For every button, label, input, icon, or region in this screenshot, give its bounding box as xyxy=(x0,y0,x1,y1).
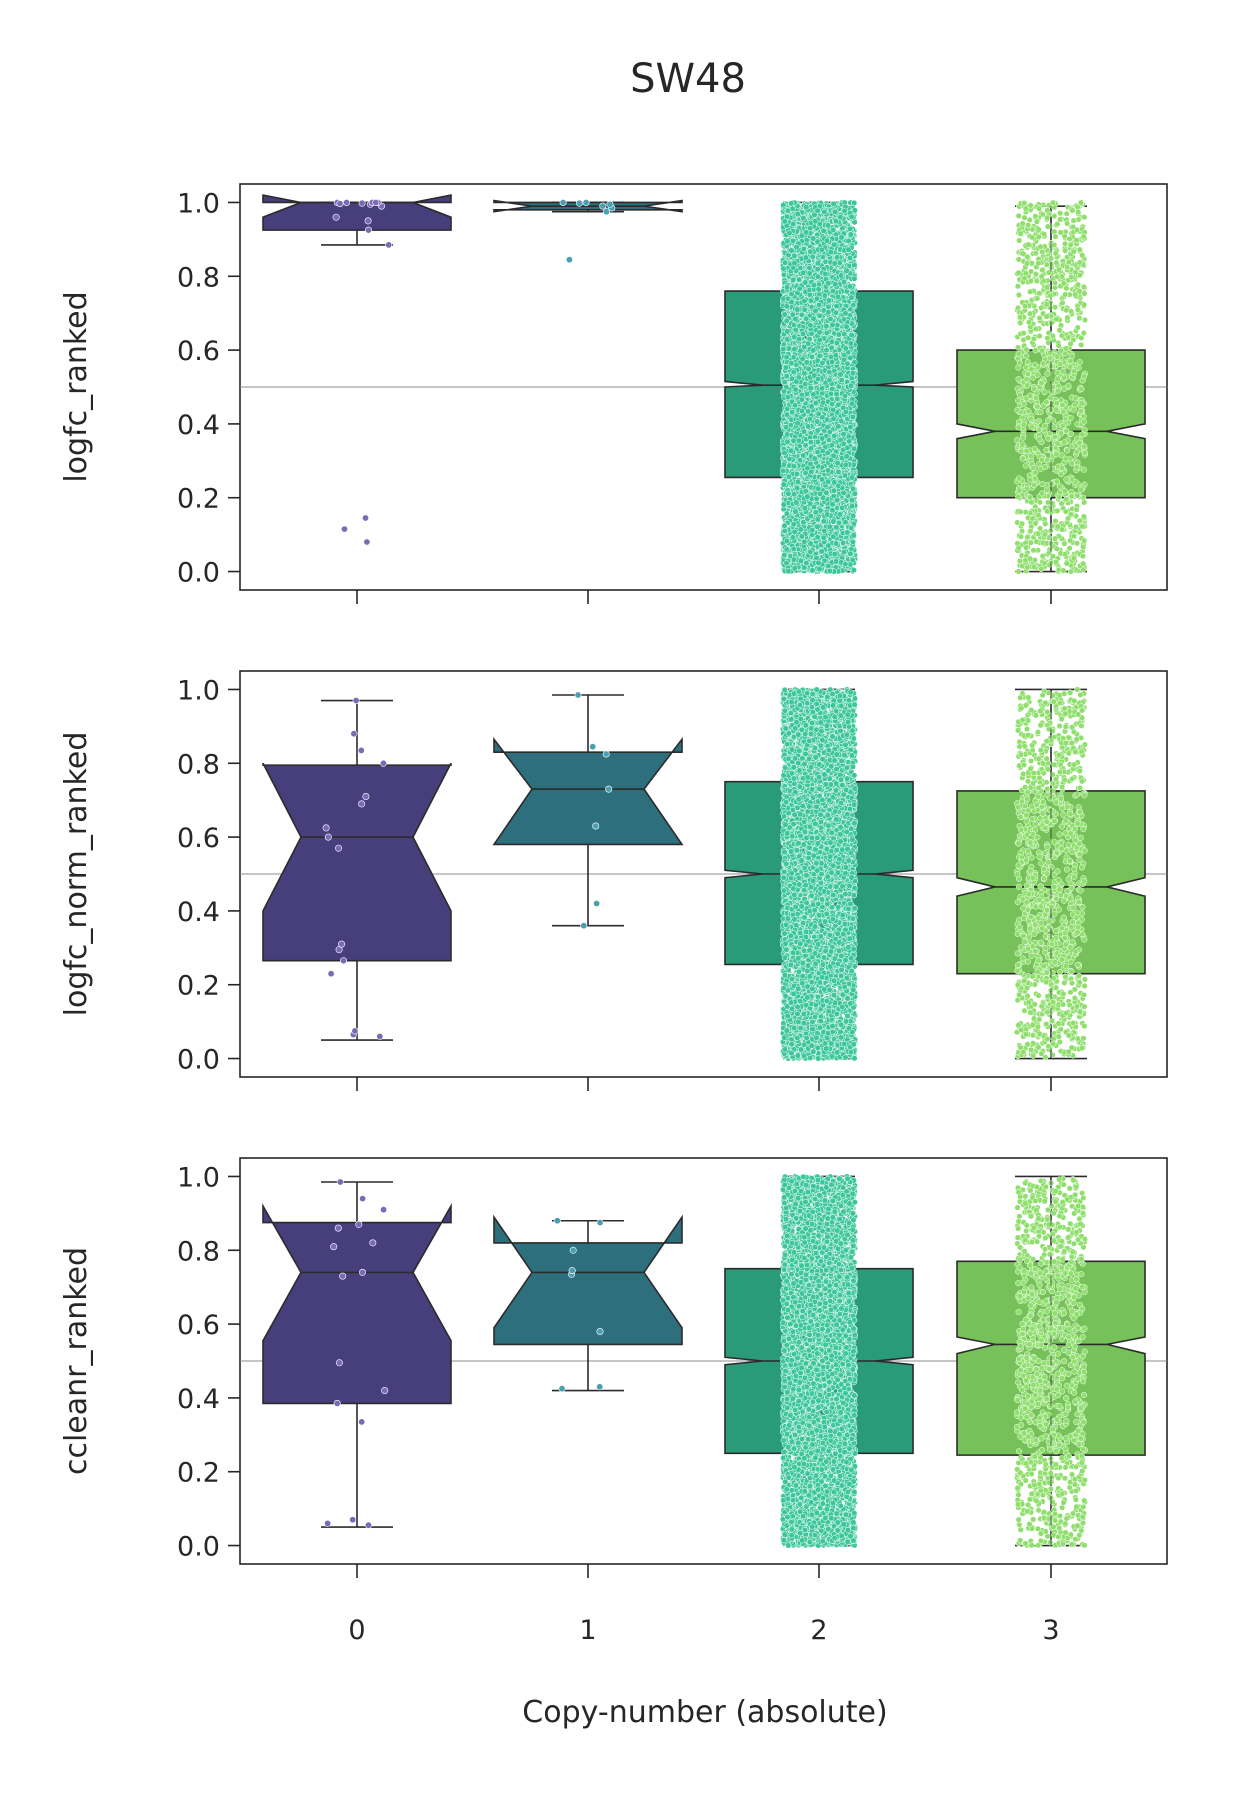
data-point xyxy=(386,242,392,248)
y-tick-label: 0.0 xyxy=(177,558,220,589)
data-point xyxy=(833,310,839,316)
data-point xyxy=(851,567,857,573)
y-tick-label: 0.2 xyxy=(177,484,220,515)
data-point xyxy=(583,199,589,205)
figure-title: SW48 xyxy=(630,56,746,102)
data-point xyxy=(364,539,370,545)
data-point xyxy=(341,526,347,532)
data-point xyxy=(782,379,788,385)
data-point xyxy=(607,201,613,207)
data-point xyxy=(566,257,572,263)
data-point xyxy=(333,214,339,220)
data-point xyxy=(576,200,582,206)
data-point xyxy=(560,199,566,205)
data-point xyxy=(337,200,343,206)
strip-points xyxy=(780,200,858,575)
data-point xyxy=(821,228,827,234)
data-point xyxy=(365,218,371,224)
y-tick-label: 0.4 xyxy=(177,410,220,441)
y-axis-label: logfc_ranked xyxy=(59,291,94,482)
data-point xyxy=(343,199,349,205)
data-point xyxy=(365,227,371,233)
y-tick-label: 1.0 xyxy=(177,188,220,219)
data-point xyxy=(359,200,365,206)
data-point xyxy=(808,541,814,547)
data-point xyxy=(362,515,368,521)
data-point xyxy=(373,199,379,205)
data-point xyxy=(836,402,842,408)
data-point xyxy=(793,509,799,515)
data-point xyxy=(802,371,808,377)
data-point xyxy=(829,386,835,392)
y-tick-label: 0.8 xyxy=(177,262,220,293)
data-point xyxy=(836,332,842,338)
data-point xyxy=(822,293,828,299)
data-point xyxy=(600,203,606,209)
y-tick-label: 0.6 xyxy=(177,336,220,367)
